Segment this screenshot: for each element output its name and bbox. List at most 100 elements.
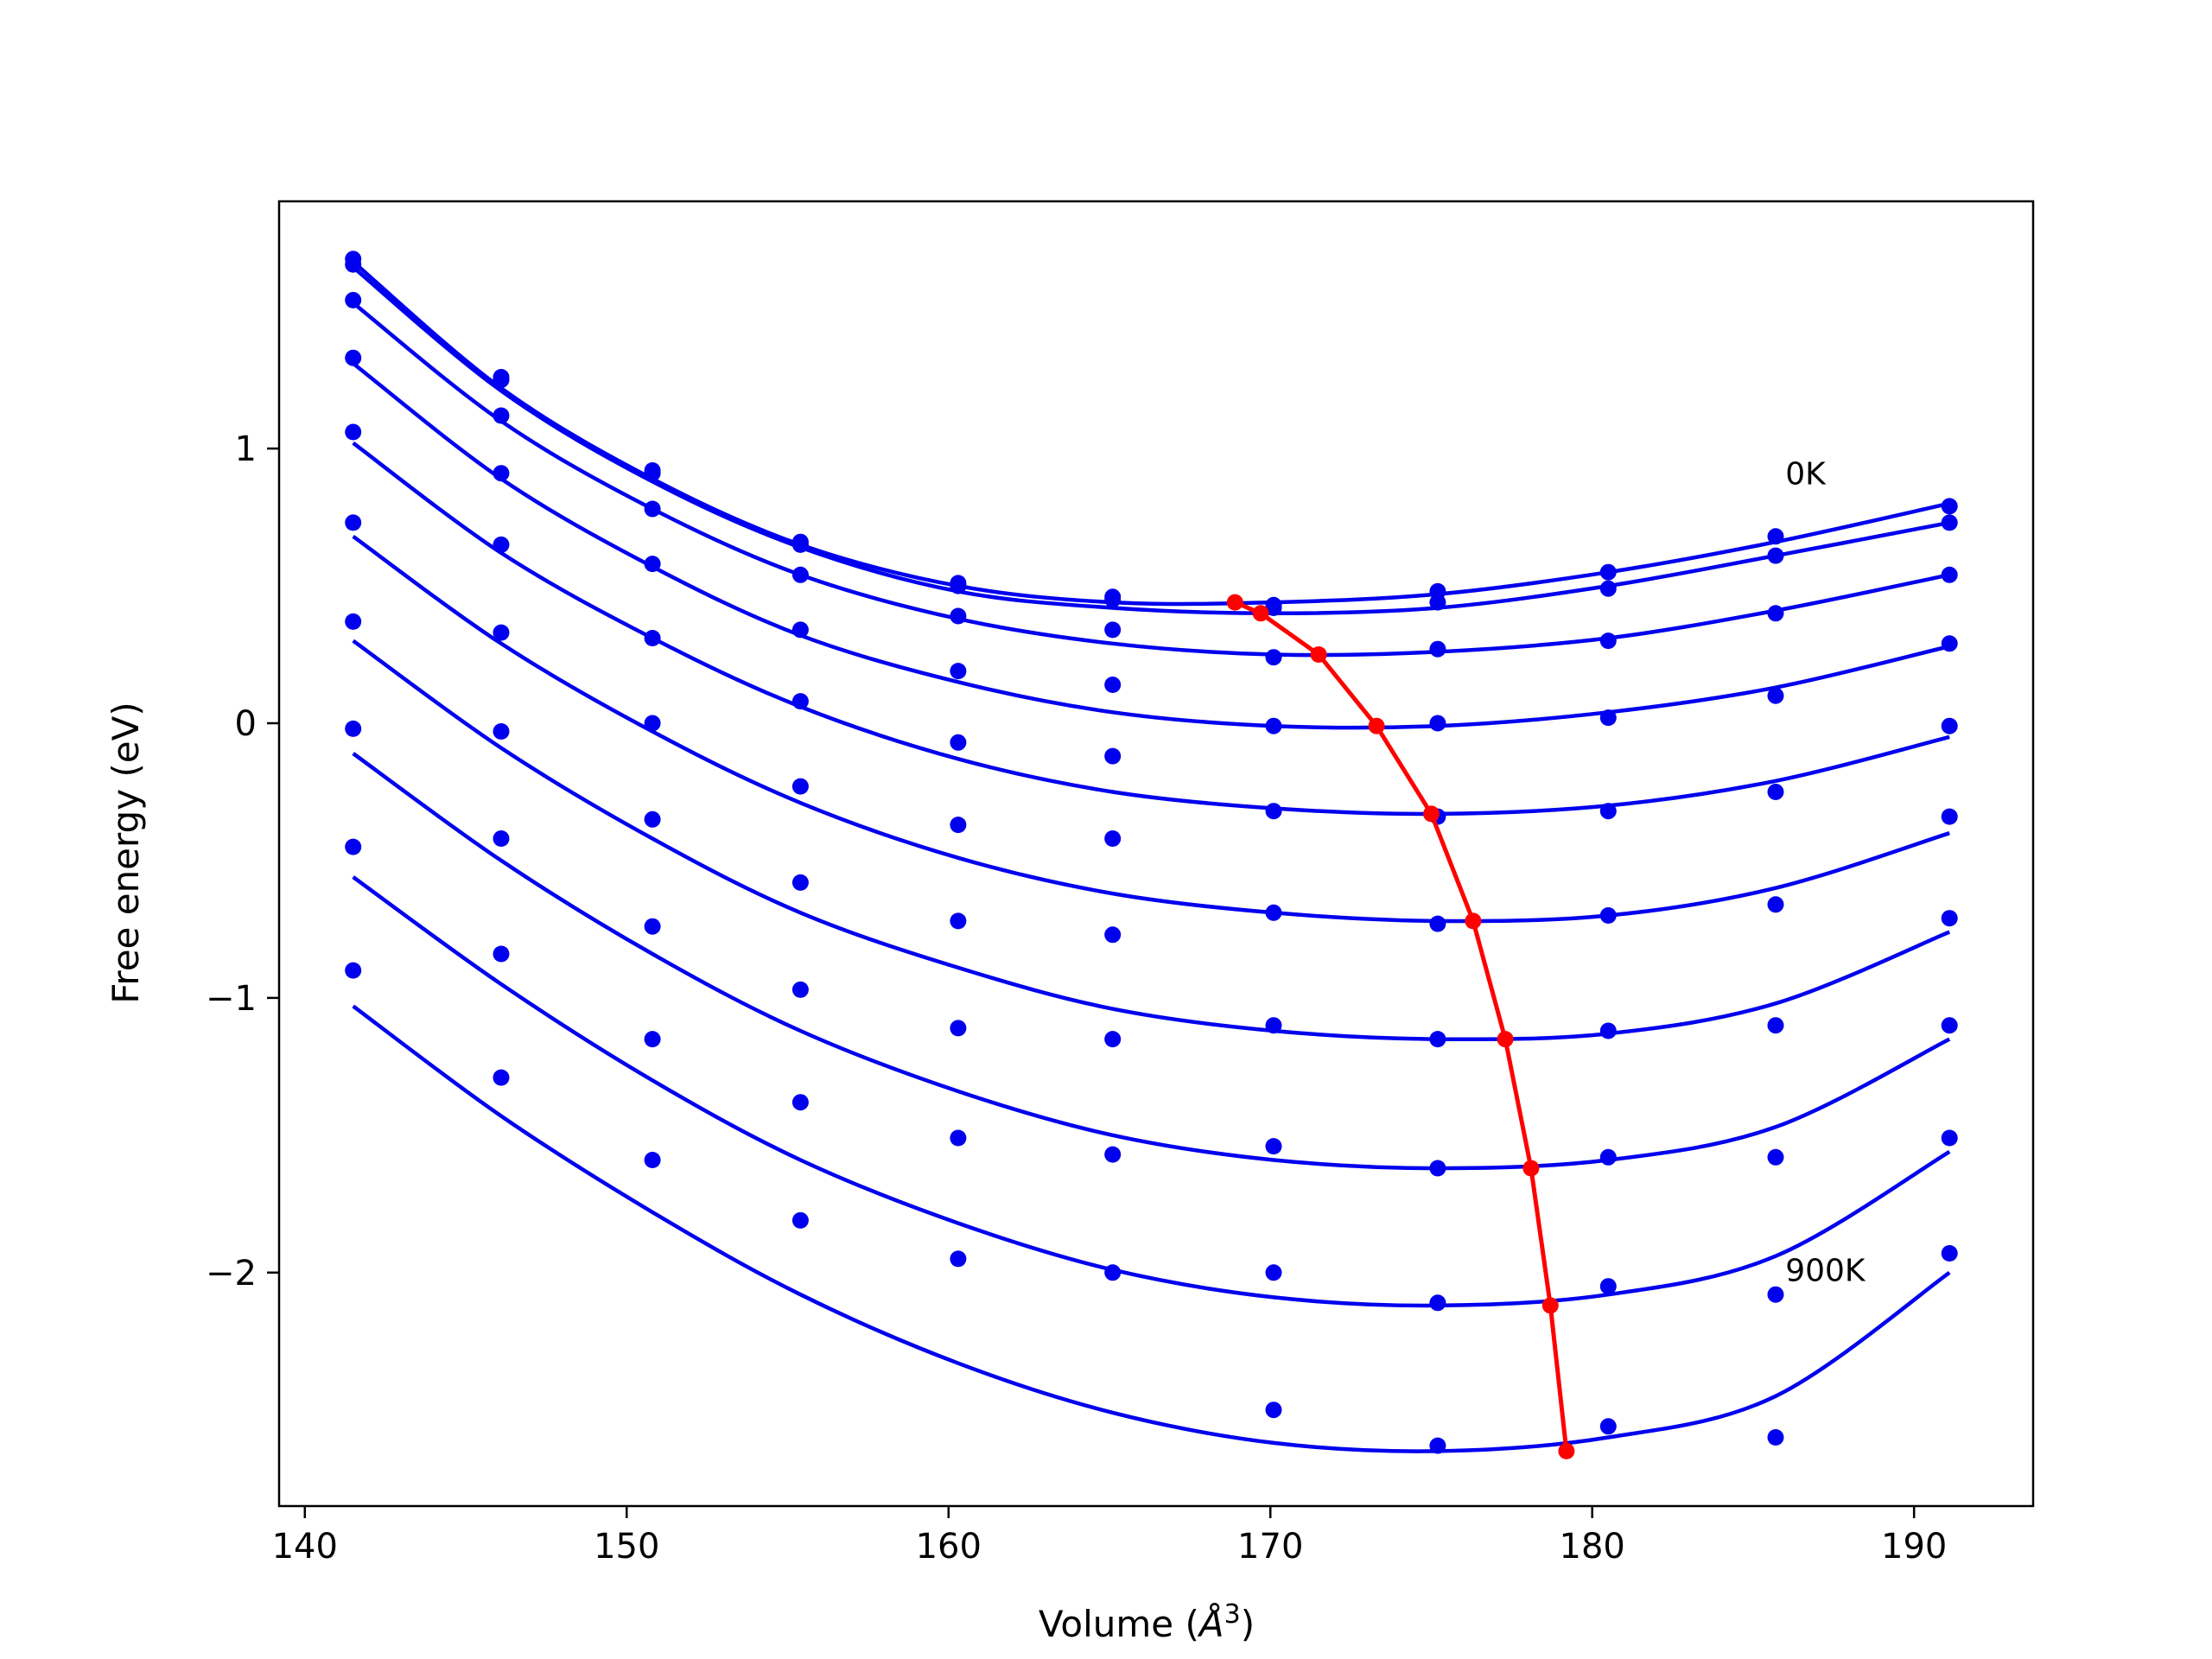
fit-curve-7 xyxy=(352,752,1951,1171)
data-point-9-0 xyxy=(345,962,362,979)
data-point-4-0 xyxy=(345,423,362,441)
data-point-3-10 xyxy=(1941,635,1958,652)
data-point-2-5 xyxy=(1104,621,1122,639)
data-point-3-4 xyxy=(950,663,967,680)
fit-curve-5 xyxy=(352,534,1950,924)
data-point-3-3 xyxy=(791,621,809,639)
data-point-8-1 xyxy=(493,945,510,963)
data-point-7-2 xyxy=(644,918,661,935)
y-tick-label-0: −2 xyxy=(206,1254,257,1294)
data-point-8-4 xyxy=(950,1129,967,1147)
data-point-8-7 xyxy=(1429,1294,1446,1312)
data-point-7-7 xyxy=(1429,1160,1446,1177)
data-point-9-6 xyxy=(1265,1402,1282,1419)
data-point-5-7 xyxy=(1429,915,1446,932)
data-point-1-2 xyxy=(644,465,661,482)
data-point-4-2 xyxy=(644,630,661,646)
data-point-7-6 xyxy=(1265,1138,1282,1155)
minimum-point-0 xyxy=(1226,594,1243,611)
data-point-6-8 xyxy=(1599,1022,1617,1039)
data-point-2-2 xyxy=(644,500,661,518)
data-point-3-1 xyxy=(493,465,510,482)
data-point-1-1 xyxy=(493,369,510,385)
data-point-7-4 xyxy=(950,1020,967,1037)
data-point-5-9 xyxy=(1767,896,1784,913)
data-point-3-7 xyxy=(1429,715,1446,732)
data-point-4-5 xyxy=(1104,747,1122,765)
data-point-7-0 xyxy=(345,720,362,737)
minimum-point-1 xyxy=(1252,605,1269,622)
data-point-1-0 xyxy=(345,256,362,273)
data-point-5-5 xyxy=(1104,830,1122,847)
data-point-9-7 xyxy=(1429,1437,1446,1454)
x-axis-label-exponent: 3 xyxy=(1224,1599,1241,1630)
data-point-6-6 xyxy=(1265,1017,1282,1034)
minimum-point-9 xyxy=(1558,1442,1575,1459)
data-point-5-6 xyxy=(1265,904,1282,921)
data-point-8-3 xyxy=(791,1094,809,1111)
data-point-6-0 xyxy=(345,613,362,630)
data-point-3-5 xyxy=(1104,677,1122,693)
data-point-7-5 xyxy=(1104,1031,1122,1048)
x-axis-label: Volume (Å3) xyxy=(1039,1599,1255,1645)
y-tick-label-3: 1 xyxy=(235,429,257,469)
data-point-8-8 xyxy=(1599,1278,1617,1295)
data-point-9-5 xyxy=(1104,1264,1122,1281)
data-point-3-9 xyxy=(1767,687,1784,704)
data-point-8-5 xyxy=(1104,1146,1122,1163)
minimum-point-5 xyxy=(1465,912,1482,930)
data-point-5-8 xyxy=(1599,907,1617,924)
data-point-3-0 xyxy=(345,349,362,366)
data-point-2-1 xyxy=(493,407,510,424)
data-point-8-10 xyxy=(1941,1129,1958,1147)
x-axis-label-symbol: Å xyxy=(1197,1602,1224,1645)
data-point-2-8 xyxy=(1599,632,1617,650)
data-point-5-4 xyxy=(950,817,967,834)
data-point-8-0 xyxy=(345,838,362,855)
data-point-4-8 xyxy=(1599,803,1617,820)
data-point-5-2 xyxy=(644,715,661,732)
data-point-6-10 xyxy=(1941,910,1958,927)
fit-curve-9 xyxy=(352,1004,1951,1453)
data-point-4-10 xyxy=(1941,717,1958,734)
data-point-6-1 xyxy=(493,723,510,740)
data-point-5-3 xyxy=(791,778,809,795)
data-point-1-8 xyxy=(1599,580,1617,597)
data-point-2-9 xyxy=(1767,605,1784,622)
minimum-point-8 xyxy=(1541,1297,1559,1314)
minima-line xyxy=(1234,600,1569,1452)
data-point-3-6 xyxy=(1265,717,1282,734)
data-point-2-7 xyxy=(1429,640,1446,658)
data-point-2-0 xyxy=(345,291,362,308)
fit-curve-2 xyxy=(352,301,1950,658)
data-point-1-5 xyxy=(1104,591,1122,608)
data-point-4-4 xyxy=(950,734,967,751)
data-point-9-10 xyxy=(1941,1245,1958,1262)
data-point-7-10 xyxy=(1941,1017,1958,1034)
data-point-1-6 xyxy=(1265,600,1282,616)
data-point-6-9 xyxy=(1767,1017,1784,1034)
data-point-1-9 xyxy=(1767,547,1784,564)
annotation-0: 0K xyxy=(1785,456,1827,492)
minimum-point-3 xyxy=(1368,717,1385,734)
y-axis-label: Free energy (eV) xyxy=(105,702,147,1004)
data-point-8-2 xyxy=(644,1031,661,1048)
data-point-7-8 xyxy=(1599,1148,1617,1166)
data-point-1-4 xyxy=(950,577,967,594)
fit-curve-3 xyxy=(352,361,1950,730)
data-point-9-9 xyxy=(1767,1429,1784,1446)
data-point-3-2 xyxy=(644,556,661,573)
data-point-2-10 xyxy=(1941,566,1958,583)
data-point-5-10 xyxy=(1941,808,1958,825)
minimum-point-6 xyxy=(1497,1031,1514,1048)
minimum-point-2 xyxy=(1310,646,1327,663)
data-point-6-4 xyxy=(950,912,967,930)
data-point-1-3 xyxy=(791,536,809,553)
data-point-6-2 xyxy=(644,810,661,828)
data-point-4-1 xyxy=(493,536,510,553)
axes: 140 150 160 170 180 190 −2 −1 0 1 xyxy=(206,200,2035,1567)
x-tick-label-0: 140 xyxy=(272,1527,338,1567)
x-tick-label-4: 180 xyxy=(1560,1527,1625,1567)
data-point-5-0 xyxy=(345,514,362,531)
minimum-point-4 xyxy=(1423,805,1440,823)
